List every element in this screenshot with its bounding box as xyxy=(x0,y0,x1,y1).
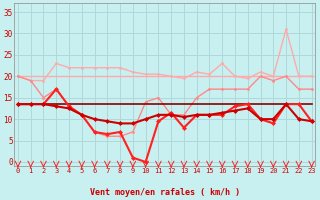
X-axis label: Vent moyen/en rafales ( km/h ): Vent moyen/en rafales ( km/h ) xyxy=(90,188,240,197)
